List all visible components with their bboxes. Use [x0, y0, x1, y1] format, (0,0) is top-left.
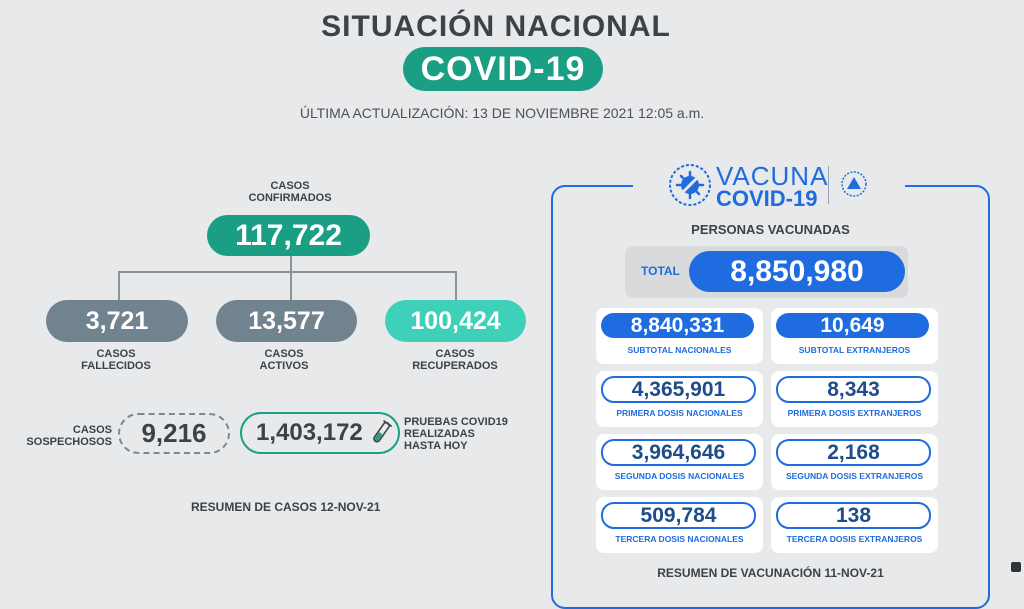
card-value: 138 [776, 502, 931, 529]
tree-connector [118, 271, 457, 273]
tree-connector [290, 256, 292, 273]
card-value: 2,168 [776, 439, 931, 466]
vaccine-logo-word: VACUNA [716, 161, 829, 191]
covid-badge: COVID-19 [403, 47, 603, 91]
confirmed-cases-pill: 117,722 [207, 215, 370, 256]
vaccination-summary: RESUMEN DE VACUNACIÓN 11-NOV-21 [657, 566, 884, 580]
card-label: SUBTOTAL NACIONALES [627, 345, 732, 355]
total-label: TOTAL [641, 264, 680, 278]
card-value: 4,365,901 [601, 376, 756, 403]
recovered-label: CASOS RECUPERADOS [412, 348, 498, 372]
tests-value: 1,403,172 [256, 419, 363, 446]
card-value: 8,840,331 [601, 313, 754, 338]
card-tercera-nacionales: 509,784 TERCERA DOSIS NACIONALES [596, 497, 763, 553]
scroll-corner-icon[interactable] [1011, 562, 1021, 572]
card-label: SEGUNDA DOSIS NACIONALES [614, 471, 745, 481]
recovered-pill: 100,424 [385, 300, 526, 342]
card-segunda-extranjeros: 2,168 SEGUNDA DOSIS EXTRANJEROS [771, 434, 938, 490]
suspect-pill: 9,216 [118, 413, 230, 454]
card-label: PRIMERA DOSIS EXTRANJEROS [787, 408, 922, 418]
active-pill: 13,577 [216, 300, 357, 342]
card-subtotal-nacionales: 8,840,331 SUBTOTAL NACIONALES [596, 308, 763, 364]
tree-connector [455, 271, 457, 301]
card-value: 10,649 [776, 313, 929, 338]
page-title: SITUACIÓN NACIONAL [321, 10, 671, 43]
cases-summary: RESUMEN DE CASOS 12-NOV-21 [191, 500, 381, 514]
confirmed-label: CASOS CONFIRMADOS [248, 180, 332, 204]
card-label: PRIMERA DOSIS NACIONALES [616, 408, 743, 418]
vaccine-logo-covid: COVID-19 [716, 186, 818, 211]
suspect-label: CASOS SOSPECHOSOS [26, 424, 112, 448]
vaccinated-heading: PERSONAS VACUNADAS [691, 222, 850, 237]
card-primera-nacionales: 4,365,901 PRIMERA DOSIS NACIONALES [596, 371, 763, 427]
card-label: TERCERA DOSIS NACIONALES [615, 534, 744, 544]
test-tube-icon [373, 420, 392, 443]
card-label: SEGUNDA DOSIS EXTRANJEROS [785, 471, 924, 481]
deaths-pill: 3,721 [46, 300, 188, 342]
tests-pill: 1,403,172 [240, 412, 400, 454]
card-value: 8,343 [776, 376, 931, 403]
card-label: TERCERA DOSIS EXTRANJEROS [786, 534, 923, 544]
tree-connector [290, 271, 292, 301]
card-value: 3,964,646 [601, 439, 756, 466]
logo-divider [828, 166, 829, 204]
card-value: 509,784 [601, 502, 756, 529]
card-tercera-extranjeros: 138 TERCERA DOSIS EXTRANJEROS [771, 497, 938, 553]
virus-icon [669, 164, 711, 206]
national-seal-icon [841, 171, 867, 197]
deaths-label: CASOS FALLECIDOS [81, 348, 151, 372]
tests-label: PRUEBAS COVID19 REALIZADAS HASTA HOY [404, 416, 508, 452]
card-primera-extranjeros: 8,343 PRIMERA DOSIS EXTRANJEROS [771, 371, 938, 427]
active-label: CASOS ACTIVOS [259, 348, 309, 372]
card-subtotal-extranjeros: 10,649 SUBTOTAL EXTRANJEROS [771, 308, 938, 364]
total-vaccinated-pill: 8,850,980 [689, 251, 905, 292]
last-updated: ÚLTIMA ACTUALIZACIÓN: 13 DE NOVIEMBRE 20… [299, 105, 705, 121]
tree-connector [118, 271, 120, 301]
card-label: SUBTOTAL EXTRANJEROS [798, 345, 911, 355]
card-segunda-nacionales: 3,964,646 SEGUNDA DOSIS NACIONALES [596, 434, 763, 490]
